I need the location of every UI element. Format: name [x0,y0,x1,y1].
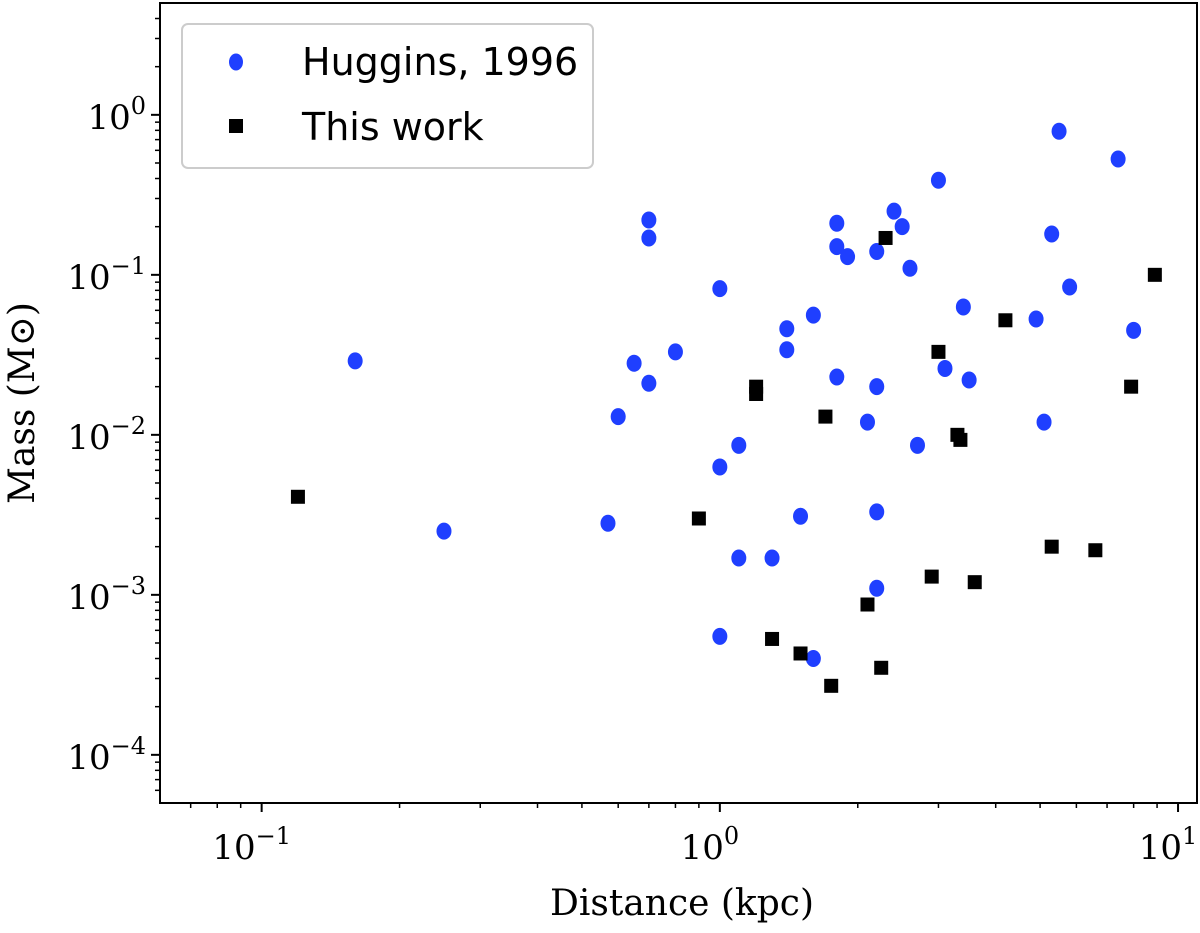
point-huggins-1996 [869,503,885,521]
point-this-work [953,432,968,447]
legend-marker-this-work [229,119,243,133]
point-huggins-1996 [764,549,780,567]
point-this-work [824,678,839,693]
point-this-work [967,575,982,590]
point-huggins-1996 [902,259,918,277]
point-this-work [793,646,808,661]
point-this-work [691,511,706,526]
point-huggins-1996 [1051,122,1067,140]
point-this-work [765,631,780,646]
point-this-work [1044,539,1059,554]
point-this-work [998,313,1013,328]
point-this-work [290,489,305,504]
legend-marker-huggins [229,53,243,71]
point-huggins-1996 [1110,150,1126,168]
x-tick-label: 101 [1139,822,1198,868]
point-huggins-1996 [840,248,856,266]
point-huggins-1996 [894,218,910,236]
point-huggins-1996 [436,522,452,540]
point-huggins-1996 [829,214,845,232]
point-huggins-1996 [641,229,657,247]
point-huggins-1996 [961,371,977,389]
legend-label-huggins: Huggins, 1996 [302,40,578,84]
point-huggins-1996 [1036,413,1052,431]
point-this-work [924,569,939,584]
series-this-work [290,230,1162,693]
legend-label-this-work: This work [301,105,484,149]
point-huggins-1996 [829,238,845,256]
point-huggins-1996 [731,549,747,567]
point-huggins-1996 [1126,321,1142,339]
point-this-work [1124,379,1139,394]
y-tick-label: 10−4 [67,732,146,778]
point-huggins-1996 [712,280,728,298]
plot-frame [159,2,1198,804]
point-this-work [749,386,764,401]
x-axis-label: Distance (kpc) [550,883,814,924]
point-this-work [1147,267,1162,282]
point-huggins-1996 [1062,278,1078,296]
y-tick-label: 10−3 [67,572,146,618]
point-huggins-1996 [859,413,875,431]
point-huggins-1996 [869,378,885,396]
point-huggins-1996 [731,436,747,454]
legend-box [181,23,594,169]
point-huggins-1996 [712,627,728,645]
point-huggins-1996 [793,507,809,525]
point-this-work [878,230,893,245]
point-huggins-1996 [937,359,953,377]
x-tick-label: 100 [681,822,740,868]
legend: Huggins, 1996 This work [181,23,594,169]
point-huggins-1996 [1044,225,1060,243]
x-axis-ticks: 10−1 100 101 [189,803,1198,868]
point-huggins-1996 [779,320,795,338]
point-this-work [931,344,946,359]
point-huggins-1996 [805,306,821,324]
point-this-work [1088,543,1103,558]
point-huggins-1996 [600,514,616,532]
point-huggins-1996 [955,298,971,316]
series-huggins-1996 [347,122,1142,668]
data-points [290,122,1162,693]
point-huggins-1996 [347,352,363,370]
point-huggins-1996 [829,368,845,386]
point-huggins-1996 [930,171,946,189]
point-huggins-1996 [1028,310,1044,328]
x-tick-label: 10−1 [212,822,291,868]
point-huggins-1996 [712,458,728,476]
point-huggins-1996 [641,374,657,392]
point-huggins-1996 [626,354,642,372]
y-tick-label: 100 [87,92,146,138]
point-huggins-1996 [805,650,821,668]
point-huggins-1996 [869,579,885,597]
point-huggins-1996 [886,202,902,220]
point-huggins-1996 [667,343,683,361]
point-huggins-1996 [610,408,626,426]
point-huggins-1996 [641,211,657,229]
y-tick-label: 10−2 [67,412,146,458]
y-axis-label: Mass (M⊙) [2,302,43,504]
y-tick-label: 10−1 [67,252,146,298]
point-huggins-1996 [909,436,925,454]
point-this-work [874,660,889,675]
point-this-work [860,597,875,612]
y-axis-ticks: 10−4 10−3 10−2 10−1 100 [67,17,160,792]
point-huggins-1996 [779,341,795,359]
point-this-work [818,409,833,424]
point-huggins-1996 [869,242,885,260]
